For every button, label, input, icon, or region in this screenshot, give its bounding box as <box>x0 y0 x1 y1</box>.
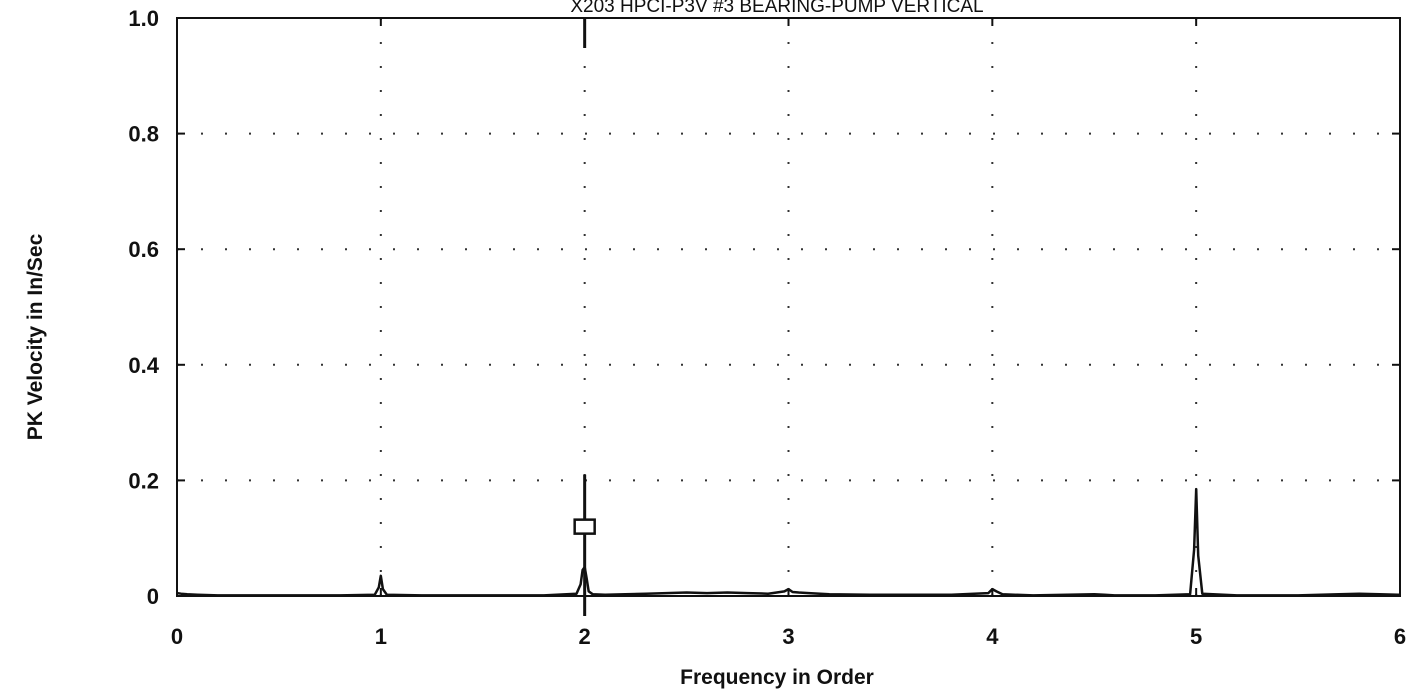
x-tick-label: 3 <box>782 624 794 649</box>
spectrum-line <box>177 489 1400 595</box>
y-axis-title: PK Velocity in In/Sec <box>24 233 47 440</box>
x-tick-label: 2 <box>579 624 591 649</box>
cursor-marker <box>575 520 595 534</box>
grid-lines <box>177 18 1400 596</box>
x-tick-label: 1 <box>375 624 387 649</box>
y-tick-label: 0.6 <box>128 237 159 262</box>
y-tick-label: 0.4 <box>128 353 159 378</box>
y-tick-label: 1.0 <box>128 6 159 31</box>
tick-labels: 0 1 2 3 4 5 6 0 0.2 0.4 0.6 0.8 1.0 <box>128 6 1406 649</box>
y-tick-label: 0.2 <box>128 468 159 493</box>
spectrum-series <box>177 489 1400 595</box>
cursor-marker-group <box>575 18 595 616</box>
x-tick-label: 0 <box>171 624 183 649</box>
x-tick-label: 4 <box>986 624 999 649</box>
x-tick-label: 6 <box>1394 624 1406 649</box>
y-tick-label: 0 <box>147 584 159 609</box>
y-tick-label: 0.8 <box>128 122 159 147</box>
x-axis-title: Frequency in Order <box>680 666 874 689</box>
chart-title: X203 HPCI-P3V #3 BEARING-PUMP VERTICAL <box>570 0 983 17</box>
x-tick-label: 5 <box>1190 624 1202 649</box>
